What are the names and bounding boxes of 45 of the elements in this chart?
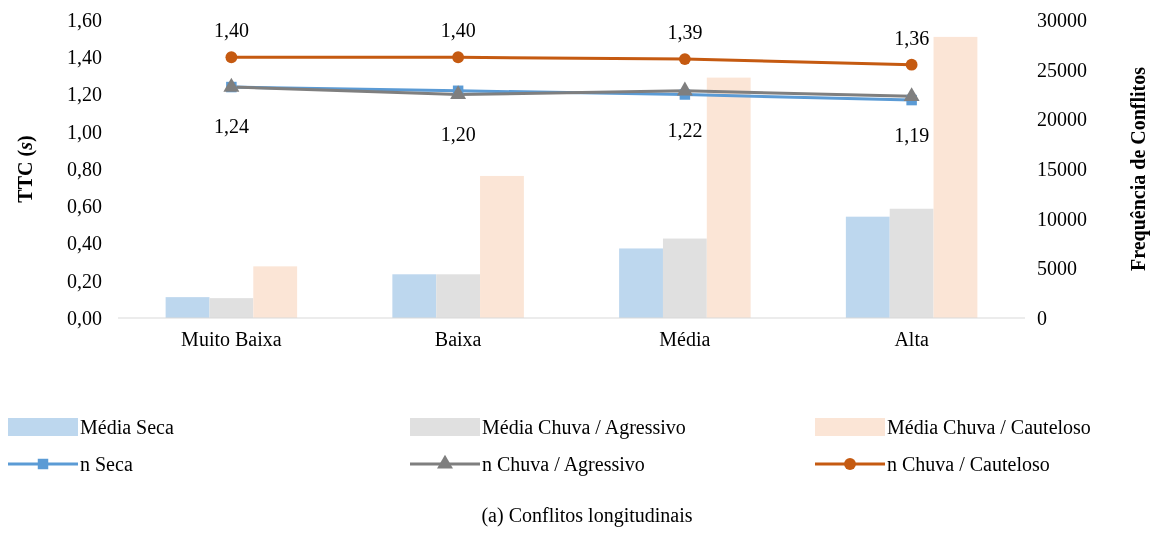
legend-label: Média Chuva / Cauteloso — [887, 416, 1091, 438]
legend-label: n Chuva / Cauteloso — [887, 453, 1050, 475]
y-tick-label: 0,80 — [67, 157, 102, 180]
y2-tick-label: 20000 — [1037, 108, 1087, 131]
data-label: 1,40 — [213, 19, 249, 42]
bar — [845, 216, 890, 318]
data-label: 1,19 — [894, 124, 930, 147]
y2-tick-label: 15000 — [1037, 157, 1087, 180]
bar — [706, 77, 751, 318]
data-label: 1,39 — [667, 21, 703, 44]
y-axis-title: TTC (s) — [14, 135, 37, 203]
data-label: 1,22 — [667, 118, 703, 141]
x-tick-label: Alta — [894, 328, 929, 351]
legend-label: Média Chuva / Agressivo — [482, 416, 686, 439]
data-label: 1,24 — [213, 115, 249, 138]
bar — [392, 274, 437, 318]
bar — [619, 248, 663, 318]
y2-tick-label: 5000 — [1037, 257, 1077, 280]
x-tick-label: Muito Baixa — [181, 328, 282, 351]
y2-tick-label: 25000 — [1037, 58, 1087, 81]
bar — [253, 266, 298, 318]
bar — [933, 36, 978, 318]
y-tick-label: 0,20 — [67, 269, 102, 292]
legend-label: n Chuva / Agressivo — [482, 453, 645, 476]
y-tick-label: 0,60 — [67, 195, 102, 218]
x-tick-label: Média — [659, 328, 711, 351]
legend-label: n Seca — [80, 453, 133, 475]
y2-tick-label: 0 — [1037, 306, 1047, 329]
y-tick-label: 0,40 — [67, 232, 102, 255]
legend-label: Média Seca — [80, 416, 174, 438]
y-tick-label: 1,00 — [67, 120, 102, 143]
x-tick-label: Baixa — [434, 328, 482, 351]
bar — [480, 175, 524, 318]
bar — [165, 297, 210, 318]
y2-tick-label: 10000 — [1037, 207, 1087, 230]
data-label: 1,20 — [440, 122, 476, 145]
data-label: 1,40 — [440, 19, 476, 42]
y2-axis-title: Frequência de Conflitos — [1127, 66, 1150, 272]
y-tick-label: 1,20 — [67, 83, 102, 106]
y2-tick-label: 30000 — [1037, 8, 1087, 31]
y-tick-label: 0,00 — [67, 306, 102, 329]
y-tick-label: 1,40 — [67, 46, 102, 69]
y-tick-label: 1,60 — [67, 8, 102, 31]
data-label: 1,36 — [894, 26, 930, 49]
text: (a) Conflitos longitudinais — [481, 504, 693, 527]
